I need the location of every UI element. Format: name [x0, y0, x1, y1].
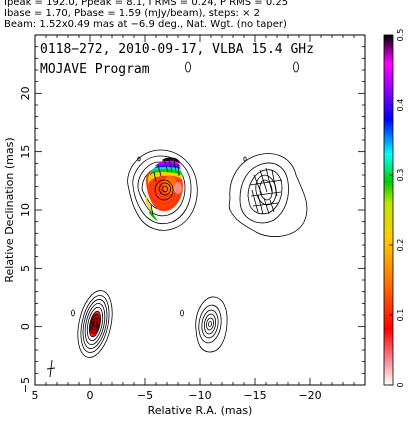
- small-contour: [180, 309, 184, 317]
- small-contour: [185, 61, 191, 73]
- plot-frame: [34, 34, 366, 386]
- plot-title-line-2: MOJAVE Program: [40, 62, 150, 77]
- colorbar-tick-label: 0.2: [396, 239, 405, 252]
- y-tick-label: −5: [19, 377, 32, 393]
- colorbar-tick-label: 0: [396, 382, 405, 387]
- beam-symbol: [46, 359, 56, 378]
- header-line-1: Ipeak = 192.0, Ppeak = 8.1, I RMS = 0.24…: [4, 0, 289, 8]
- radio-map: [71, 61, 308, 358]
- y-tick-label: 5: [19, 265, 32, 272]
- header-info: Ipeak = 192.0, Ppeak = 8.1, I RMS = 0.24…: [4, 0, 404, 30]
- x-tick-label: 5: [32, 389, 39, 402]
- header-line-2: Ibase = 1.70, Pbase = 1.59 (mJy/beam), s…: [4, 8, 261, 19]
- x-axis-title: Relative R.A. (mas): [148, 404, 253, 417]
- x-tick-label: −5: [137, 389, 153, 402]
- small-contour: [137, 156, 141, 162]
- right-lower-component: [195, 296, 228, 353]
- y-axis-title: Relative Declination (mas): [3, 137, 16, 282]
- small-contour: [293, 61, 299, 73]
- y-tick-label: 20: [19, 86, 32, 100]
- colorbar-tick-label: 0.1: [396, 309, 405, 322]
- core-component: [77, 290, 113, 358]
- y-tick-label: 10: [19, 203, 32, 217]
- y-tick-label: 0: [19, 323, 32, 330]
- x-tick-label: −20: [298, 389, 321, 402]
- x-tick-label: −10: [188, 389, 211, 402]
- jet-knot-polarization-color: [146, 157, 183, 221]
- x-tick-label: 0: [87, 389, 94, 402]
- jet-knot-polarization-ticks: [150, 159, 180, 216]
- colorbar-tick-label: 0.4: [396, 99, 405, 112]
- colorbar-tick-label: 0.5: [396, 29, 405, 42]
- small-contour: [71, 309, 75, 317]
- small-contour: [243, 156, 247, 162]
- axis-tick-labels: 5 0 −5 −10 −15 −20 −5 0 5 10 15 20: [19, 86, 322, 402]
- axis-ticks: [34, 35, 365, 386]
- y-tick-label: 15: [19, 145, 32, 159]
- colorbar: [383, 34, 394, 386]
- right-upper-component: [228, 153, 308, 237]
- colorbar-tick-label: 0.3: [396, 169, 405, 182]
- x-tick-label: −15: [243, 389, 266, 402]
- jet-knot-inner-contours: [154, 179, 174, 201]
- header-line-3: Beam: 1.52x0.49 mas at −6.9 deg., Nat. W…: [4, 19, 287, 30]
- right-upper-polarization-ticks: [249, 167, 283, 215]
- colorbar-ticks: 0 0.1 0.2 0.3 0.4 0.5: [389, 29, 405, 388]
- plot-title-line-1: 0118−272, 2010-09-17, VLBA 15.4 GHz: [40, 42, 314, 57]
